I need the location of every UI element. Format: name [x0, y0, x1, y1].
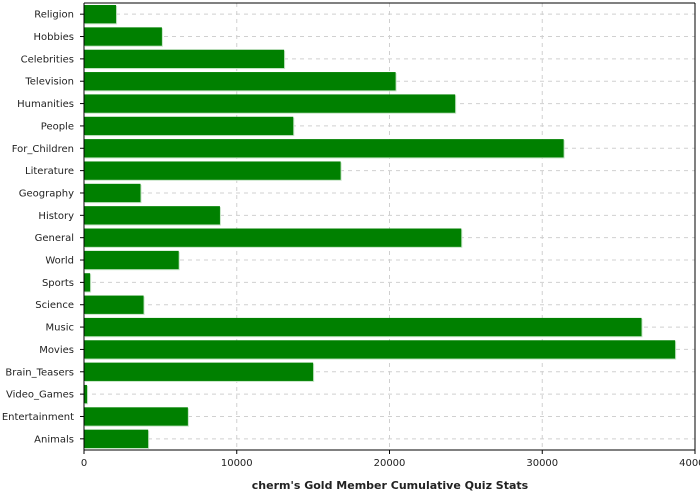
- bar: [84, 49, 285, 69]
- bar: [84, 27, 162, 46]
- bar: [84, 384, 88, 404]
- x-tick-label: 40000: [679, 458, 700, 469]
- x-tick-label: 30000: [526, 458, 558, 469]
- bar: [84, 340, 676, 359]
- x-tick-label: 0: [81, 458, 87, 469]
- y-tick-label: Music: [46, 323, 74, 334]
- bar: [84, 183, 141, 203]
- y-tick-label: Religion: [34, 10, 74, 21]
- x-axis-title: cherm's Gold Member Cumulative Quiz Stat…: [252, 479, 529, 492]
- y-tick-label: Hobbies: [34, 32, 74, 43]
- bar: [84, 295, 144, 314]
- y-tick-label: Celebrities: [21, 54, 74, 65]
- y-tick-label: General: [35, 233, 74, 244]
- y-tick-label: Literature: [25, 166, 74, 177]
- bar: [84, 228, 462, 247]
- y-tick-label: Geography: [19, 188, 74, 199]
- bar: [84, 206, 220, 225]
- labels: Religion Hobbies Celebrities Television Huma…: [2, 10, 700, 469]
- axes: [80, 2, 696, 454]
- y-tick-label: For_Children: [12, 144, 74, 155]
- bar: [84, 161, 341, 180]
- x-tick-label: 10000: [221, 458, 253, 469]
- y-tick-label: Video_Games: [6, 390, 74, 401]
- y-tick-label: Entertainment: [2, 412, 74, 423]
- y-tick-label: Brain_Teasers: [5, 367, 74, 378]
- bar: [84, 273, 91, 292]
- x-tick-label: 20000: [374, 458, 406, 469]
- y-tick-label: Television: [24, 77, 74, 88]
- bar: [84, 429, 149, 448]
- y-tick-label: Humanities: [17, 99, 74, 110]
- y-tick-label: History: [38, 211, 74, 222]
- y-tick-label: Animals: [34, 434, 74, 445]
- bars: [84, 5, 677, 449]
- y-tick-label: Science: [35, 300, 74, 311]
- bar: [84, 94, 456, 113]
- y-tick-label: People: [41, 121, 74, 132]
- grid-lines: [83, 3, 696, 450]
- bar: [84, 250, 179, 270]
- bar: [84, 139, 564, 158]
- bar: [84, 317, 642, 337]
- bar: [84, 72, 396, 91]
- y-tick-label: Sports: [42, 278, 74, 289]
- bar: [84, 407, 188, 426]
- y-tick-label: World: [45, 256, 74, 267]
- y-tick-label: Movies: [39, 345, 74, 356]
- bar: [84, 362, 314, 381]
- bar: [84, 116, 294, 136]
- bar: [84, 5, 117, 24]
